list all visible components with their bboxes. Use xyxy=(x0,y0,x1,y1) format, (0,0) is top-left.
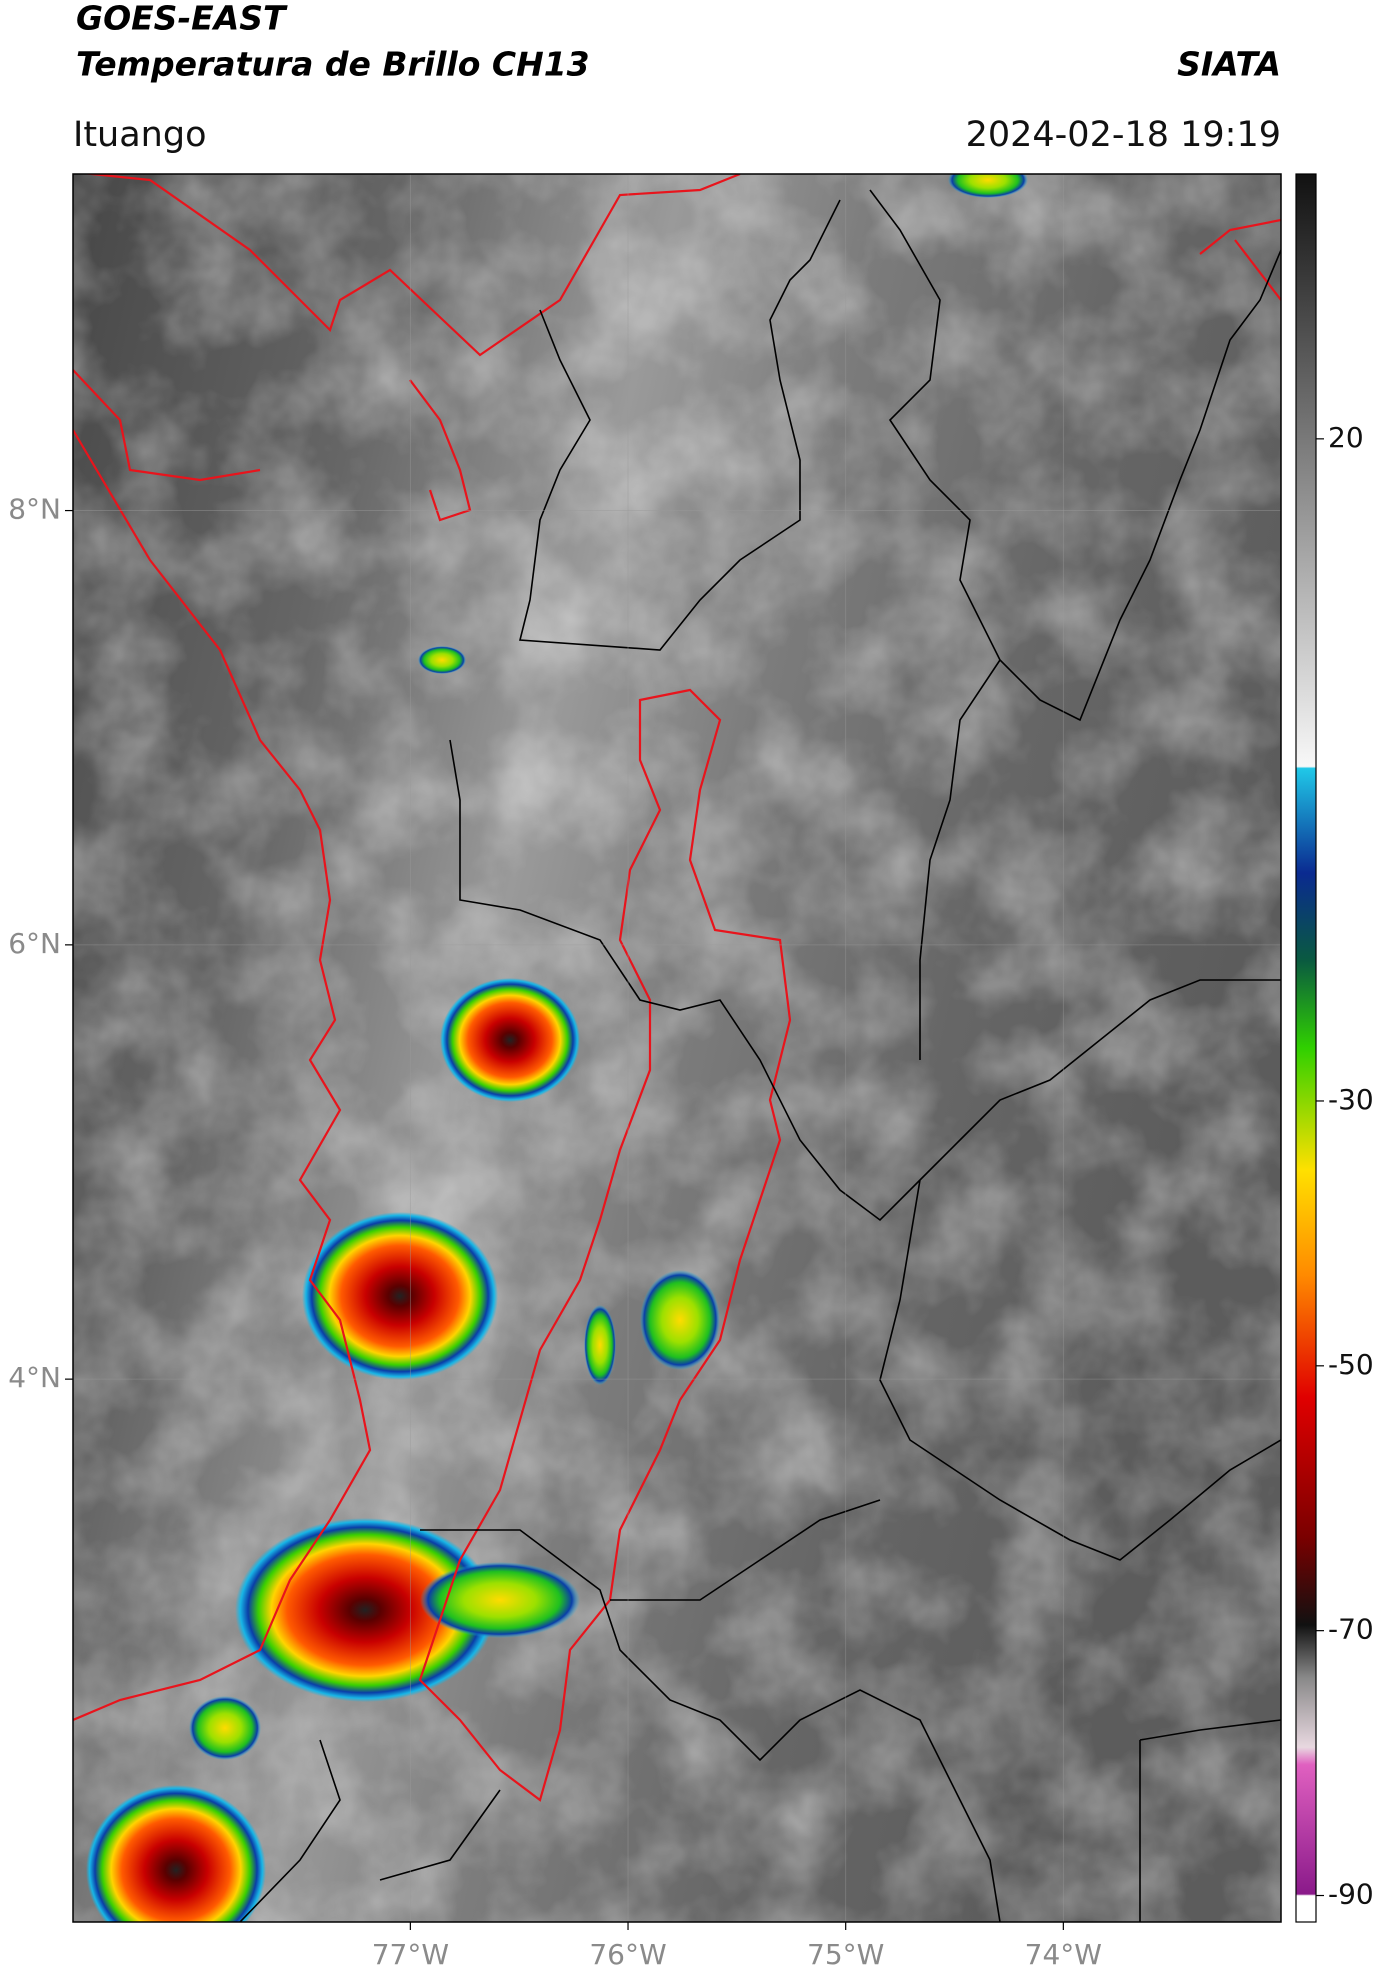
subtitle: Temperatura de Brillo CH13 xyxy=(76,45,590,84)
map-frame xyxy=(72,173,1282,1923)
storm-cell xyxy=(584,1305,616,1385)
coastline xyxy=(409,218,1281,522)
admin-border xyxy=(518,189,1281,722)
location: Ituango xyxy=(73,115,207,155)
admin-border xyxy=(449,659,1281,1561)
colorbar-tick-label: -50 xyxy=(1328,1348,1374,1381)
storm-cell xyxy=(640,1270,720,1370)
colorbar-tick-label: -30 xyxy=(1328,1083,1374,1116)
source: SIATA xyxy=(1177,45,1281,84)
country-border xyxy=(81,174,741,357)
x-tick-label: 75°W xyxy=(807,1938,884,1971)
admin-border xyxy=(239,1499,1281,1922)
storm-cell xyxy=(189,1696,261,1760)
x-tick-label: 77°W xyxy=(372,1938,449,1971)
cloud-texture xyxy=(73,174,1281,1922)
storm-cell xyxy=(418,646,466,674)
x-tick-label: 74°W xyxy=(1025,1938,1102,1971)
grid-layer xyxy=(73,174,1281,1922)
coastline xyxy=(73,369,372,1722)
y-tick-label: 6°N xyxy=(8,927,61,960)
map-image xyxy=(73,174,1281,1922)
storm-cell xyxy=(86,1785,266,1922)
storm-cell xyxy=(440,978,580,1102)
storm-cell xyxy=(302,1212,498,1380)
colorbar xyxy=(1295,173,1317,1923)
colorbar-tick-label: -70 xyxy=(1328,1613,1374,1646)
storm-cell xyxy=(420,1562,580,1638)
x-tick-label: 76°W xyxy=(589,1938,666,1971)
colorbar-tick-label: 20 xyxy=(1328,421,1364,454)
storm-cell xyxy=(948,174,1028,198)
colorbar-tick-label: -90 xyxy=(1328,1878,1374,1911)
basin-outline xyxy=(418,688,792,1802)
title: GOES-EAST xyxy=(76,0,288,38)
datetime: 2024-02-18 19:19 xyxy=(966,115,1281,155)
y-tick-label: 4°N xyxy=(8,1361,61,1394)
y-tick-label: 8°N xyxy=(8,493,61,526)
